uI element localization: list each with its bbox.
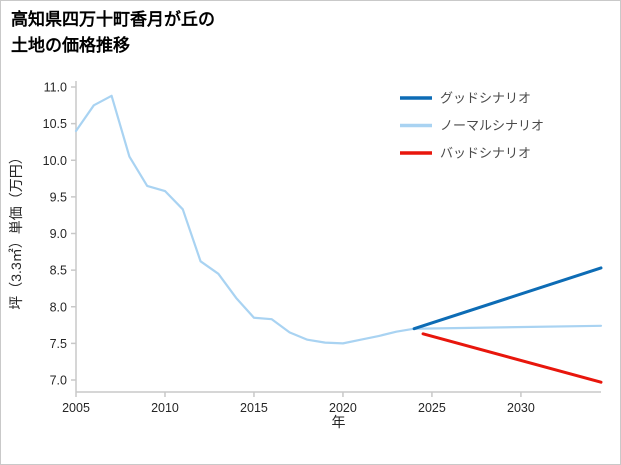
y-tick-label: 7.5 — [50, 337, 67, 351]
y-tick-label: 10.0 — [43, 154, 67, 168]
x-tick-label: 2015 — [240, 401, 268, 415]
x-tick-label: 2020 — [329, 401, 357, 415]
y-tick-label: 8.5 — [50, 264, 67, 278]
y-tick-label: 8.0 — [50, 300, 67, 314]
y-tick-label: 9.0 — [50, 227, 67, 241]
x-tick-label: 2010 — [151, 401, 179, 415]
legend-label: ノーマルシナリオ — [440, 118, 544, 133]
x-tick-label: 2005 — [62, 401, 90, 415]
title-line-2: 土地の価格推移 — [11, 36, 130, 56]
x-tick-label: 2030 — [507, 401, 535, 415]
x-tick-label: 2025 — [418, 401, 446, 415]
price-trend-chart: 2005 2010 2015 2020 2025 2030 7.0 7.5 8.0 8.5 9.0 9… — [8, 81, 603, 430]
legend-label: グッドシナリオ — [440, 91, 531, 106]
series-line-0 — [74, 94, 603, 345]
y-tick-label: 7.0 — [50, 374, 67, 388]
legend-label: バッドシナリオ — [440, 146, 531, 161]
y-tick-label: 10.5 — [43, 117, 67, 131]
page-title: 高知県四万十町香月が丘の 土地の価格推移 — [11, 7, 215, 60]
title-line-1: 高知県四万十町香月が丘の — [11, 10, 215, 29]
x-axis-label: 年 — [332, 414, 346, 430]
series-line-2 — [421, 332, 603, 384]
y-axis-label: 坪（3.3㎡）単価（万円） — [8, 150, 24, 309]
y-tick-label: 9.5 — [50, 190, 67, 204]
series-line-1 — [412, 266, 603, 331]
y-tick-label: 11.0 — [44, 81, 67, 95]
